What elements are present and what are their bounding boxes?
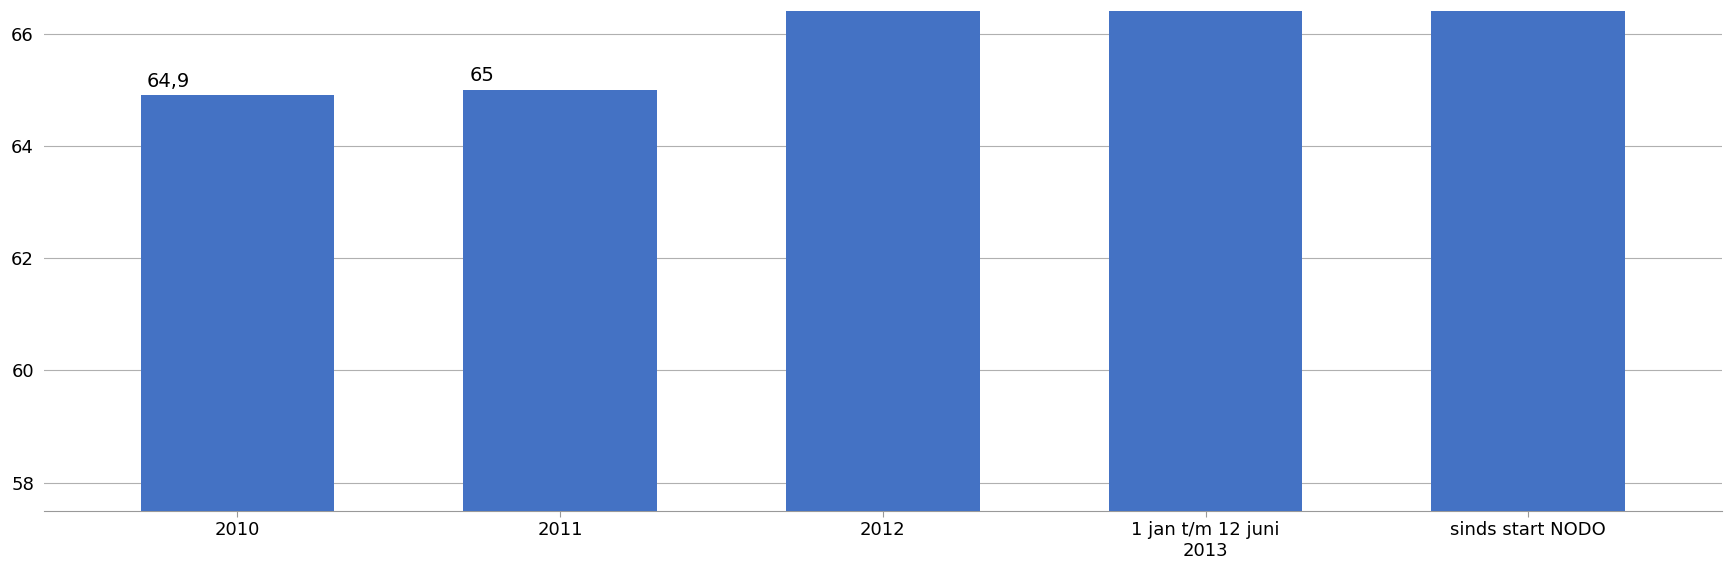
Bar <box>462 90 656 571</box>
Bar <box>140 95 334 571</box>
Text: 65: 65 <box>469 66 494 85</box>
Bar <box>786 0 979 571</box>
Bar <box>1431 0 1625 571</box>
Bar <box>1108 0 1301 571</box>
Text: 64,9: 64,9 <box>147 72 191 91</box>
